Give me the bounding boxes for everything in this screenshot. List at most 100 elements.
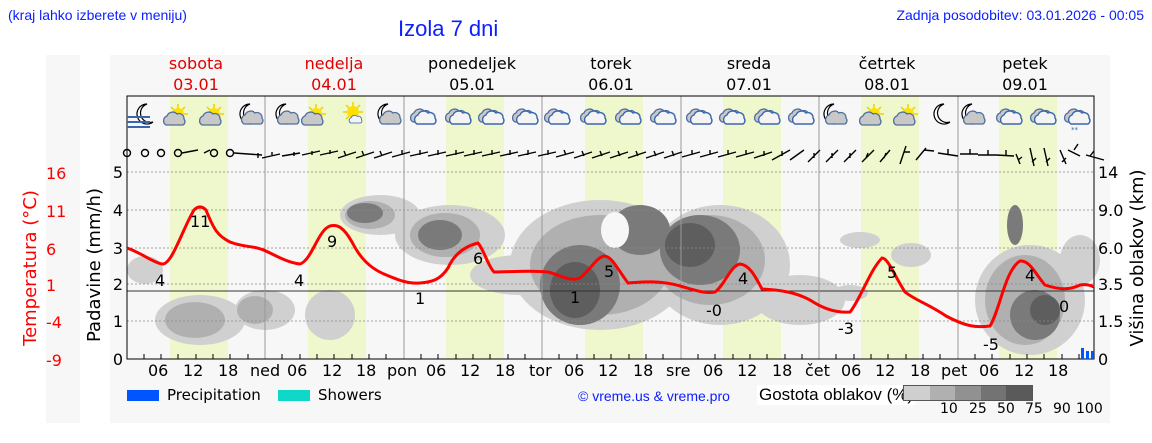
svg-text:4: 4	[155, 271, 165, 290]
x-tick: tor	[529, 361, 552, 380]
precip-axis: 5 4 3 2 1 0	[113, 163, 123, 369]
cloud-density-label: Gostota oblakov (%)	[757, 385, 916, 405]
x-tick: pet	[941, 361, 968, 380]
x-tick-marks	[143, 354, 1080, 359]
svg-text:14: 14	[1098, 163, 1118, 182]
day-name: nedelja	[304, 54, 364, 73]
svg-text:5: 5	[604, 262, 614, 281]
cloudy-night-icon	[823, 103, 848, 125]
svg-text:1: 1	[415, 289, 425, 308]
density-90-100	[1006, 386, 1032, 400]
copyright-link[interactable]: © vreme.us & vreme.pro	[578, 388, 730, 404]
temperature-annotations: 4 11 4 9 1 6 1 5 -0 4 -3 5 -5 4 0	[155, 212, 1069, 354]
x-tick: 12	[460, 361, 481, 380]
svg-text:11: 11	[46, 202, 66, 221]
x-tick: 12	[875, 361, 896, 380]
day-header-1: nedelja 04.01	[269, 53, 399, 95]
weather-icons-row: **	[127, 101, 1091, 134]
temp-axis: 16 11 6 1 -4 -9	[46, 164, 66, 370]
temperature-axis-panel	[46, 55, 80, 423]
svg-text:**: **	[1071, 126, 1079, 134]
density-25-50	[929, 386, 956, 400]
day-date: 06.01	[588, 75, 634, 94]
svg-text:3.5: 3.5	[1098, 275, 1123, 294]
x-tick: 18	[772, 361, 793, 380]
svg-text:0: 0	[1059, 297, 1069, 316]
day-header-2: ponedeljek 05.01	[407, 53, 537, 95]
density-tick: 25	[969, 401, 987, 417]
density-75-90	[980, 386, 1007, 400]
day-header-0: sobota 03.01	[131, 53, 261, 95]
precipitation-bars	[1081, 348, 1094, 359]
svg-text:0: 0	[113, 350, 123, 369]
day-name: četrtek	[858, 54, 916, 73]
day-date: 03.01	[173, 75, 219, 94]
svg-text:16: 16	[46, 164, 66, 183]
x-tick: 18	[356, 361, 377, 380]
cloud-height-axis: 14 9.0 6.0 3.5 1.5 0	[1098, 163, 1123, 369]
svg-text:1: 1	[570, 288, 580, 307]
overcast-snow-icon: **	[1063, 108, 1091, 134]
svg-text:1.5: 1.5	[1098, 312, 1123, 331]
svg-text:4: 4	[1025, 266, 1035, 285]
day-header-5: četrtek 08.01	[822, 53, 952, 95]
cloudy-night-icon	[961, 103, 986, 125]
svg-text:6.0: 6.0	[1098, 239, 1123, 258]
svg-text:4: 4	[113, 201, 123, 220]
x-tick: 18	[633, 361, 654, 380]
density-tick: 50	[997, 401, 1015, 417]
day-header-3: torek 06.01	[546, 53, 676, 95]
svg-text:5: 5	[887, 263, 897, 282]
svg-text:3: 3	[113, 239, 123, 258]
svg-text:0: 0	[1098, 350, 1108, 369]
density-tick: 100	[1076, 401, 1103, 417]
x-tick: 06	[426, 361, 447, 380]
svg-text:6: 6	[473, 249, 483, 268]
svg-text:4: 4	[294, 271, 304, 290]
x-tick: 18	[1048, 361, 1069, 380]
day-name: ponedeljek	[428, 54, 516, 73]
precipitation-swatch	[127, 390, 159, 401]
x-tick: čet	[805, 361, 830, 380]
day-name: sobota	[168, 54, 224, 73]
day-date: 08.01	[864, 75, 910, 94]
x-tick: pon	[387, 361, 418, 380]
x-tick: 12	[737, 361, 758, 380]
x-tick: 12	[322, 361, 343, 380]
svg-text:-4: -4	[46, 313, 62, 332]
cloud-height-axis-label: Višina oblakov (km)	[1127, 169, 1148, 346]
svg-text:-0: -0	[706, 301, 722, 320]
cloud-density-scale	[903, 385, 1033, 401]
x-tick: 18	[910, 361, 931, 380]
cloudy-night-icon	[275, 103, 300, 125]
density-tick: 10	[940, 401, 958, 417]
grid-lines	[127, 171, 1094, 322]
day-name: petek	[1002, 54, 1048, 73]
x-tick: 12	[598, 361, 619, 380]
svg-text:2: 2	[113, 275, 123, 294]
svg-text:1: 1	[113, 312, 123, 331]
day-date: 07.01	[726, 75, 772, 94]
x-tick: 06	[841, 361, 862, 380]
svg-text:6: 6	[46, 240, 56, 259]
page-title: Izola 7 dni	[398, 16, 499, 41]
svg-text:-5: -5	[983, 335, 999, 354]
location-hint: (kraj lahko izberete v meniju)	[8, 7, 187, 23]
last-updated: Zadnja posodobitev: 03.01.2026 - 00:05	[896, 7, 1144, 23]
cloudy-night-icon	[239, 103, 264, 125]
svg-text:9.0: 9.0	[1098, 201, 1123, 220]
showers-legend-label: Showers	[318, 386, 382, 404]
day-date: 05.01	[449, 75, 495, 94]
day-name: sreda	[726, 54, 772, 73]
svg-text:4: 4	[738, 269, 748, 288]
x-tick: 06	[287, 361, 308, 380]
showers-swatch	[278, 390, 310, 401]
x-tick: 18	[218, 361, 239, 380]
x-tick: 18	[495, 361, 516, 380]
day-header-6: petek 09.01	[960, 53, 1090, 95]
svg-text:9: 9	[327, 232, 337, 251]
svg-text:1: 1	[46, 276, 56, 295]
fog-night-icon	[127, 103, 154, 128]
svg-text:11: 11	[190, 212, 210, 231]
